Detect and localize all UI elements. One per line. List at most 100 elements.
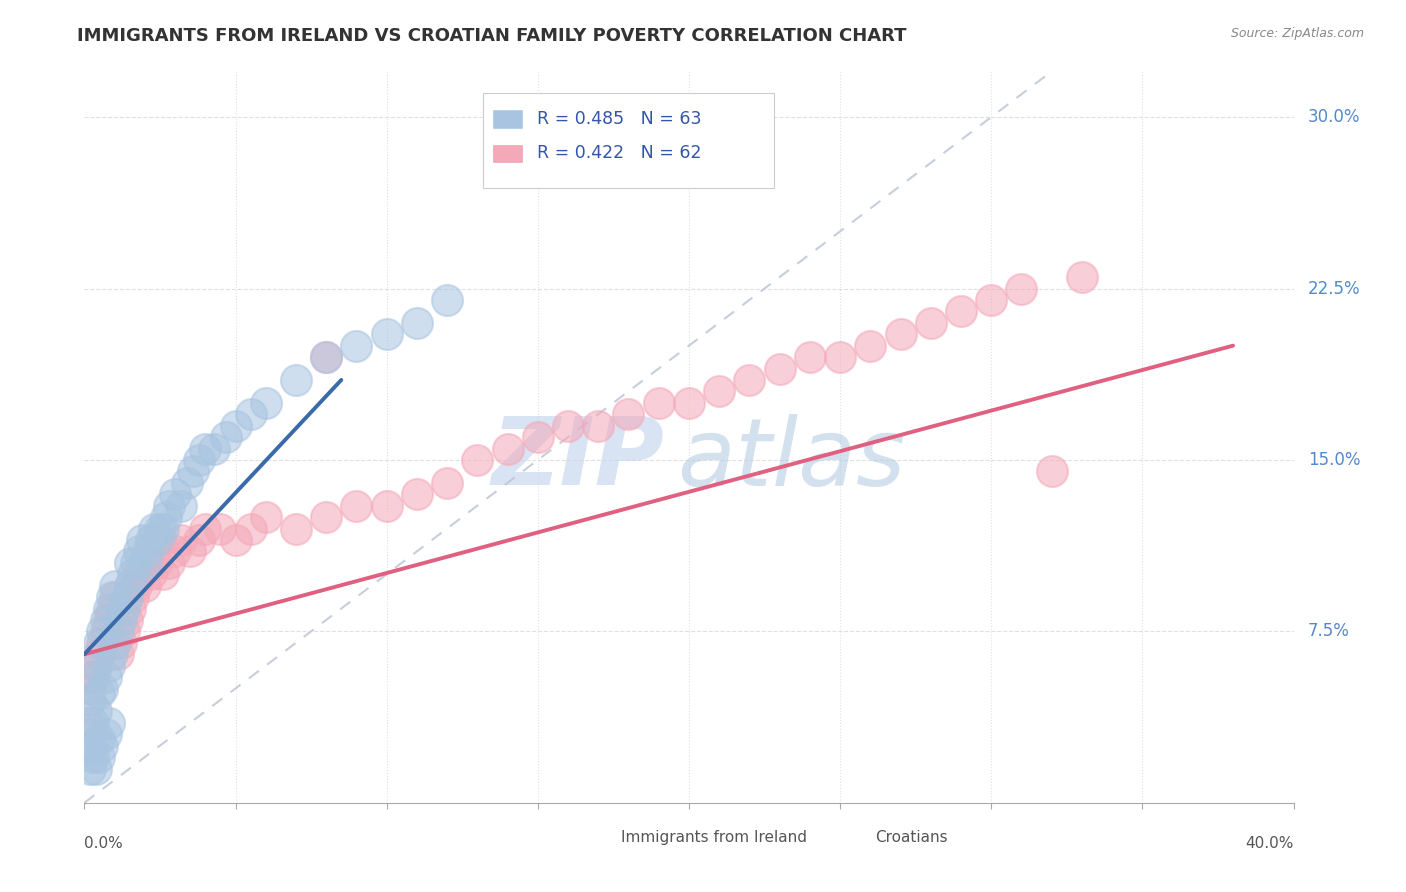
Point	[82, 670, 104, 684]
Point	[239, 407, 262, 421]
Point	[89, 731, 111, 746]
Point	[97, 715, 120, 730]
Point	[188, 453, 211, 467]
Point	[125, 556, 148, 570]
Point	[89, 636, 111, 650]
Point	[100, 647, 122, 661]
Point	[830, 350, 852, 364]
Point	[1011, 281, 1033, 295]
Point	[149, 521, 172, 535]
Point	[588, 418, 610, 433]
Point	[97, 613, 120, 627]
Point	[738, 373, 761, 387]
Point	[104, 636, 127, 650]
Point	[436, 293, 458, 307]
Bar	[592, 832, 612, 844]
Point	[225, 418, 247, 433]
Point	[194, 442, 217, 456]
Point	[146, 556, 169, 570]
Point	[112, 624, 135, 639]
Point	[79, 681, 101, 696]
Point	[91, 624, 114, 639]
Point	[194, 521, 217, 535]
Point	[79, 739, 101, 753]
Point	[155, 510, 177, 524]
Point	[139, 567, 162, 582]
Point	[890, 327, 912, 342]
Point	[202, 442, 225, 456]
Text: 22.5%: 22.5%	[1308, 279, 1361, 298]
Point	[118, 579, 141, 593]
Point	[157, 499, 180, 513]
Point	[97, 658, 120, 673]
Point	[104, 590, 127, 604]
Point	[118, 579, 141, 593]
Point	[769, 361, 792, 376]
Point	[799, 350, 821, 364]
Point	[104, 579, 127, 593]
Point	[149, 533, 172, 547]
Point	[91, 739, 114, 753]
Text: R = 0.485   N = 63: R = 0.485 N = 63	[537, 110, 702, 128]
Point	[89, 750, 111, 764]
Point	[179, 544, 201, 558]
Point	[110, 636, 132, 650]
Text: 30.0%: 30.0%	[1308, 108, 1361, 126]
Point	[121, 590, 143, 604]
Point	[181, 464, 204, 478]
Point	[436, 475, 458, 490]
Point	[134, 556, 156, 570]
Point	[406, 487, 429, 501]
Point	[131, 533, 153, 547]
Point	[315, 350, 337, 364]
Point	[254, 510, 277, 524]
Point	[82, 670, 104, 684]
Point	[86, 705, 108, 719]
Point	[980, 293, 1002, 307]
Point	[115, 613, 138, 627]
Point	[118, 556, 141, 570]
Point	[176, 475, 198, 490]
Point	[920, 316, 942, 330]
Point	[157, 556, 180, 570]
Point	[121, 567, 143, 582]
Point	[152, 567, 174, 582]
Point	[170, 533, 193, 547]
Point	[86, 658, 108, 673]
Point	[346, 499, 368, 513]
Point	[86, 658, 108, 673]
Point	[94, 670, 117, 684]
FancyBboxPatch shape	[484, 94, 773, 188]
Point	[94, 624, 117, 639]
Point	[859, 338, 882, 352]
Point	[107, 647, 129, 661]
Point	[97, 601, 120, 615]
Point	[375, 499, 398, 513]
Text: Source: ZipAtlas.com: Source: ZipAtlas.com	[1230, 27, 1364, 40]
Point	[134, 579, 156, 593]
Point	[100, 601, 122, 615]
Point	[94, 727, 117, 741]
Text: 40.0%: 40.0%	[1246, 836, 1294, 851]
Point	[557, 418, 579, 433]
Point	[139, 533, 162, 547]
Point	[527, 430, 550, 444]
Text: 0.0%: 0.0%	[84, 836, 124, 851]
Text: R = 0.422   N = 62: R = 0.422 N = 62	[537, 145, 702, 162]
Point	[79, 762, 101, 776]
Point	[125, 579, 148, 593]
Point	[285, 373, 308, 387]
Point	[146, 533, 169, 547]
Point	[375, 327, 398, 342]
Point	[315, 350, 337, 364]
Point	[467, 453, 489, 467]
Point	[136, 544, 159, 558]
Text: atlas: atlas	[676, 414, 905, 505]
Text: 7.5%: 7.5%	[1308, 623, 1350, 640]
Point	[91, 636, 114, 650]
Point	[346, 338, 368, 352]
Point	[315, 510, 337, 524]
Point	[91, 681, 114, 696]
Text: Croatians: Croatians	[875, 830, 948, 846]
Point	[82, 750, 104, 764]
